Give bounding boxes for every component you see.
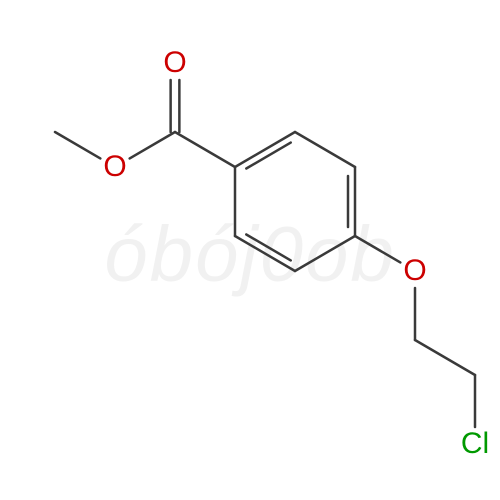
bond bbox=[295, 132, 355, 167]
watermark-text: óbój0ob bbox=[104, 210, 396, 298]
bond bbox=[130, 132, 175, 158]
atom-label-o: O bbox=[163, 46, 186, 79]
bond bbox=[55, 132, 100, 158]
watermark-layer: óbój0ob bbox=[104, 210, 396, 298]
atom-label-o: O bbox=[403, 254, 426, 287]
atom-label-o: O bbox=[103, 150, 126, 183]
bond bbox=[415, 340, 475, 375]
atom-label-cl: Cl bbox=[461, 427, 489, 460]
bond bbox=[175, 132, 235, 167]
molecule-canvas: óbój0ob O O O Cl bbox=[0, 0, 500, 500]
bond bbox=[235, 132, 295, 167]
